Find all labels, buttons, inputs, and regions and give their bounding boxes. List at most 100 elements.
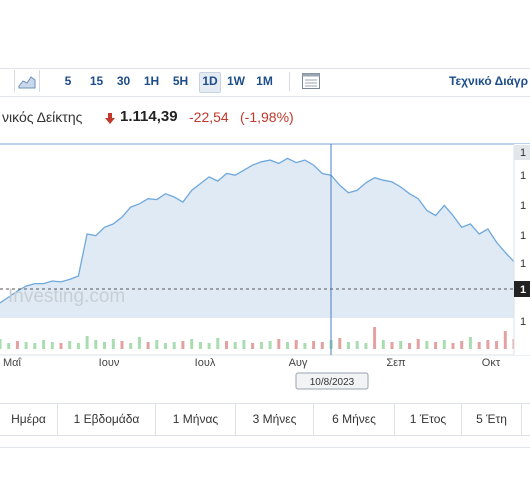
price-axis-top-tick: 1	[520, 147, 526, 159]
x-axis-label: Ιουλ	[195, 357, 216, 369]
volume-bar	[390, 342, 394, 349]
technical-chart-link[interactable]: Τεχνικό Διάγρ	[449, 74, 528, 88]
volume-bar	[399, 341, 403, 349]
crosshair-date-label: 10/8/2023	[310, 377, 355, 388]
timeframe-15[interactable]: 15	[89, 74, 104, 88]
volume-bar	[268, 341, 272, 349]
volume-bar	[198, 342, 202, 349]
volume-bar	[416, 339, 420, 349]
timeframe-5[interactable]: 5	[64, 74, 72, 88]
volume-bar	[338, 338, 342, 349]
last-price-marker	[514, 281, 530, 297]
range-tab-6[interactable]: 5 Έτη	[462, 404, 522, 435]
volume-bar	[120, 341, 124, 349]
volume-bar	[381, 340, 385, 349]
range-tab-2[interactable]: 1 Μήνας	[156, 404, 236, 435]
volume-bar	[85, 336, 89, 349]
volume-bar	[155, 340, 159, 349]
volume-bar	[486, 340, 490, 349]
volume-bar	[242, 340, 246, 349]
price-axis-tick: 1	[520, 316, 526, 328]
volume-bar	[111, 339, 115, 349]
price-area	[0, 158, 514, 318]
last-price-marker-label: 1	[520, 284, 526, 296]
timeframe-1w[interactable]: 1W	[227, 74, 245, 88]
volume-bar	[303, 343, 307, 349]
instrument-name: νικός Δείκτης	[2, 109, 83, 125]
x-axis-label: Αυγ	[289, 357, 308, 369]
price-axis-tick: 1	[520, 170, 526, 182]
volume-bar	[216, 338, 220, 349]
volume-bar	[251, 343, 255, 349]
crosshair-date-box	[295, 372, 369, 390]
volume-bar	[477, 342, 481, 349]
range-tabs: Ημέρα 1 Εβδομάδα 1 Μήνας 3 Μήνες 6 Μήνες 1 Έτ…	[0, 403, 530, 436]
volume-bar	[503, 331, 507, 349]
volume-bar	[207, 343, 211, 349]
instrument-header: νικός Δείκτης 1.114,39 -22,54 (-1,98%)	[0, 96, 530, 139]
volume-bar	[190, 339, 194, 349]
toolbar-separator	[289, 72, 290, 91]
volume-bar	[460, 341, 464, 349]
data-table-icon[interactable]	[302, 73, 320, 94]
volume-bar	[442, 340, 446, 349]
price-chart[interactable]: Investing.com 1 1 1 1 1 1 1 Μαΐ Ιουν Ιουλ Αυγ Σεπ…	[0, 140, 530, 392]
timeframe-30[interactable]: 30	[116, 74, 131, 88]
range-tab-3[interactable]: 3 Μήνες	[236, 404, 314, 435]
top-divider	[0, 68, 530, 69]
range-tab-0[interactable]: Ημέρα	[0, 404, 58, 435]
price-axis-top-marker	[514, 145, 530, 160]
volume-bar	[137, 337, 141, 349]
x-axis-label: Ιουν	[99, 357, 120, 369]
volume-bar	[259, 342, 263, 349]
volume-bar	[286, 342, 289, 349]
volume-bar	[0, 339, 2, 349]
range-tab-4[interactable]: 6 Μήνες	[314, 404, 395, 435]
x-axis-label: Οκτ	[482, 357, 501, 369]
volume-bar	[15, 341, 19, 349]
price-axis-tick: 1	[520, 258, 526, 270]
down-arrow-icon	[104, 112, 116, 130]
volume-bar	[233, 342, 237, 349]
volume-bar	[434, 342, 438, 349]
volume-bar	[42, 340, 46, 349]
volume-bar	[76, 343, 80, 349]
price-change-percent: (-1,98%)	[240, 109, 294, 125]
price-axis	[514, 144, 530, 355]
volume-bar	[164, 343, 167, 349]
volume-bar	[320, 342, 324, 349]
timeframe-1m[interactable]: 1M	[256, 74, 273, 88]
volume-bar	[7, 343, 11, 349]
volume-bar	[451, 343, 455, 349]
volume-bar	[225, 341, 228, 349]
volume-bar	[33, 343, 37, 349]
volume-bar	[181, 341, 185, 349]
volume-bar	[24, 342, 28, 349]
volume-bar	[347, 342, 350, 349]
volume-bar	[364, 343, 368, 349]
watermark: Investing.com	[8, 286, 125, 307]
x-axis-label: Σεπ	[386, 357, 406, 369]
price-change: -22,54	[189, 109, 229, 125]
range-tab-1[interactable]: 1 Εβδομάδα	[58, 404, 156, 435]
volume-bar	[146, 342, 150, 349]
volume-bar	[355, 341, 359, 349]
volume-bar	[59, 343, 63, 349]
volume-bar	[68, 341, 72, 349]
volume-bar	[468, 337, 472, 349]
timeframe-5h[interactable]: 5H	[172, 74, 189, 88]
bottom-divider	[0, 447, 530, 448]
timeframe-1h[interactable]: 1H	[143, 74, 160, 88]
last-price: 1.114,39	[120, 108, 178, 125]
timeframe-1d[interactable]: 1D	[199, 72, 221, 93]
x-axis-label: Μαΐ	[3, 357, 22, 369]
volume-bar	[50, 342, 54, 349]
volume-bar	[277, 339, 281, 349]
volume-bar	[425, 341, 429, 349]
price-axis-tick: 1	[520, 200, 526, 212]
volume-bar	[408, 343, 411, 349]
chart-toolbar: 5 15 30 1H 5H 1D 1W 1M Τεχνικό Διάγρ	[0, 69, 530, 95]
volume-bar	[172, 342, 176, 349]
area-chart-icon[interactable]	[14, 70, 40, 92]
range-tab-5[interactable]: 1 Έτος	[395, 404, 462, 435]
